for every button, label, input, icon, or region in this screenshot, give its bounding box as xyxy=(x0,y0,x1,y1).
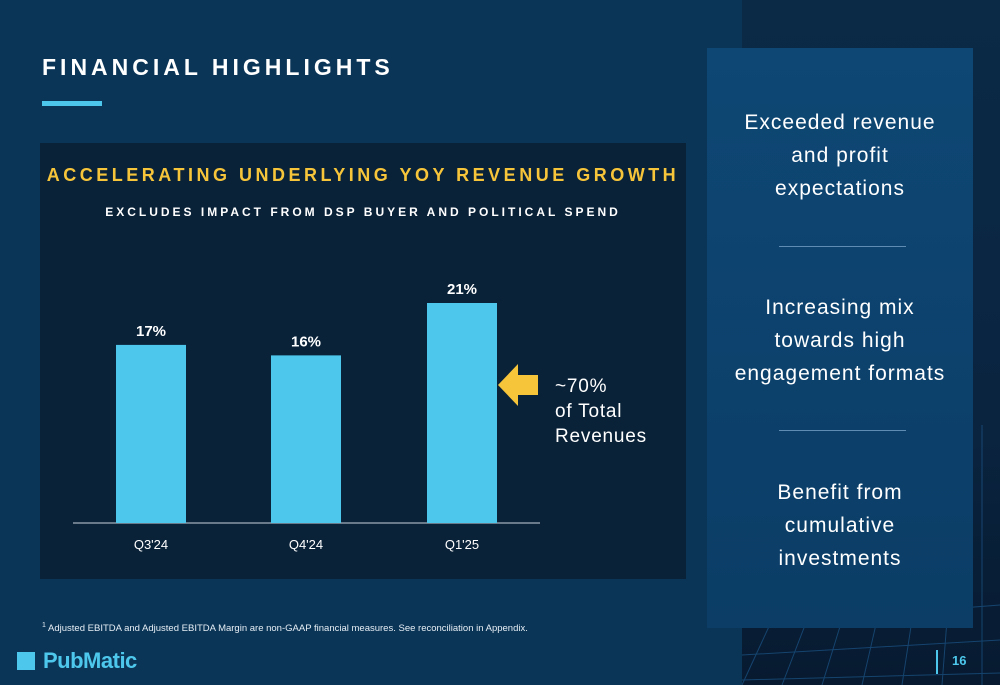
highlight-line: Benefit from xyxy=(777,481,903,504)
bar-chart: 17% Q3'24 16% Q4'24 21% Q1'25 xyxy=(73,281,540,552)
data-label: 17% xyxy=(136,323,166,340)
highlight-line: and profit xyxy=(791,144,889,167)
title-underline xyxy=(42,101,102,106)
callout-text: ~70% of Total Revenues xyxy=(555,374,647,449)
highlight-line: engagement formats xyxy=(734,362,946,385)
highlights-panel: Exceeded revenue and profit expectations… xyxy=(707,48,973,628)
footnote-mark: 1 xyxy=(42,622,46,629)
pubmatic-logo: PubMatic xyxy=(17,648,137,674)
bar xyxy=(271,355,341,523)
callout-line: of Total xyxy=(555,401,623,422)
highlight-line: expectations xyxy=(775,177,905,200)
page-title: FINANCIAL HIGHLIGHTS xyxy=(42,54,394,80)
highlight-item: Benefit from cumulative investments xyxy=(707,476,973,575)
page-number-bar xyxy=(936,650,938,674)
x-tick-label: Q3'24 xyxy=(134,537,168,552)
chart-subtitle: EXCLUDES IMPACT FROM DSP BUYER AND POLIT… xyxy=(105,205,621,219)
left-arrow-icon xyxy=(498,364,538,406)
highlight-item: Increasing mix towards high engagement f… xyxy=(707,291,973,390)
bar xyxy=(116,344,186,523)
chart-panel: ACCELERATING UNDERLYING YOY REVENUE GROW… xyxy=(40,143,686,579)
data-label: 21% xyxy=(447,281,477,298)
logo-square-icon xyxy=(17,652,35,670)
footnote-text: Adjusted EBITDA and Adjusted EBITDA Marg… xyxy=(48,623,528,635)
highlight-line: towards high xyxy=(774,329,906,352)
highlight-item: Exceeded revenue and profit expectations xyxy=(707,106,973,205)
callout-line: ~70% xyxy=(555,376,608,397)
highlight-line: Increasing mix xyxy=(765,296,915,319)
divider xyxy=(779,246,906,247)
chart-title: ACCELERATING UNDERLYING YOY REVENUE GROW… xyxy=(46,165,680,185)
footnote: 1 Adjusted EBITDA and Adjusted EBITDA Ma… xyxy=(42,622,528,634)
data-label: 16% xyxy=(291,333,321,350)
highlight-line: Exceeded revenue xyxy=(744,111,936,134)
callout-line: Revenues xyxy=(555,426,647,447)
divider xyxy=(779,430,906,431)
bar xyxy=(427,303,497,523)
x-tick-label: Q1'25 xyxy=(445,537,479,552)
x-tick-label: Q4'24 xyxy=(289,537,323,552)
highlight-line: investments xyxy=(778,547,902,570)
page-number: 16 xyxy=(952,653,967,668)
highlight-line: cumulative xyxy=(784,514,896,537)
logo-text: PubMatic xyxy=(43,648,137,673)
